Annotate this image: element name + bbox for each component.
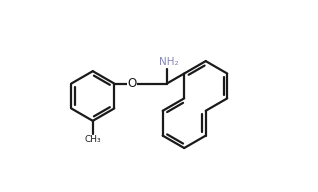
Text: CH₃: CH₃	[85, 135, 101, 144]
Text: NH₂: NH₂	[159, 57, 178, 67]
Text: O: O	[128, 77, 137, 90]
